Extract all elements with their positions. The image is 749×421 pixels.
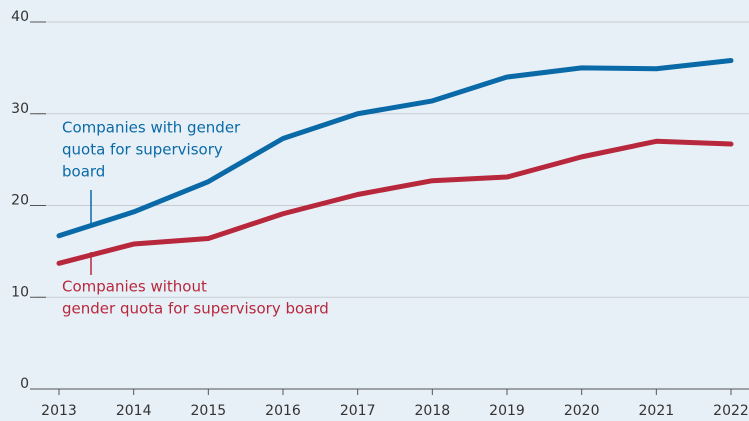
y-tick-label: 30 — [11, 101, 29, 117]
x-tick-label: 2016 — [265, 403, 301, 419]
annotation: board — [62, 163, 105, 181]
annotation: gender quota for supervisory board — [62, 300, 329, 318]
y-tick-label: 10 — [11, 284, 29, 300]
annotation: Companies without — [62, 278, 207, 296]
annotation: quota for supervisory — [62, 141, 223, 159]
x-tick-label: 2014 — [116, 403, 152, 419]
y-tick-label: 40 — [11, 9, 29, 25]
x-tick-label: 2022 — [713, 403, 749, 419]
y-tick-label: 0 — [20, 376, 29, 392]
x-tick-label: 2019 — [489, 403, 525, 419]
x-tick-label: 2020 — [564, 403, 600, 419]
y-tick-label: 20 — [11, 193, 29, 209]
annotation: Companies with gender — [62, 119, 241, 137]
x-tick-label: 2021 — [639, 403, 675, 419]
x-tick-label: 2013 — [41, 403, 77, 419]
x-tick-label: 2018 — [415, 403, 451, 419]
series-line — [56, 58, 734, 239]
x-tick-label: 2017 — [340, 403, 376, 419]
x-tick-label: 2015 — [191, 403, 227, 419]
series-line — [56, 138, 734, 266]
